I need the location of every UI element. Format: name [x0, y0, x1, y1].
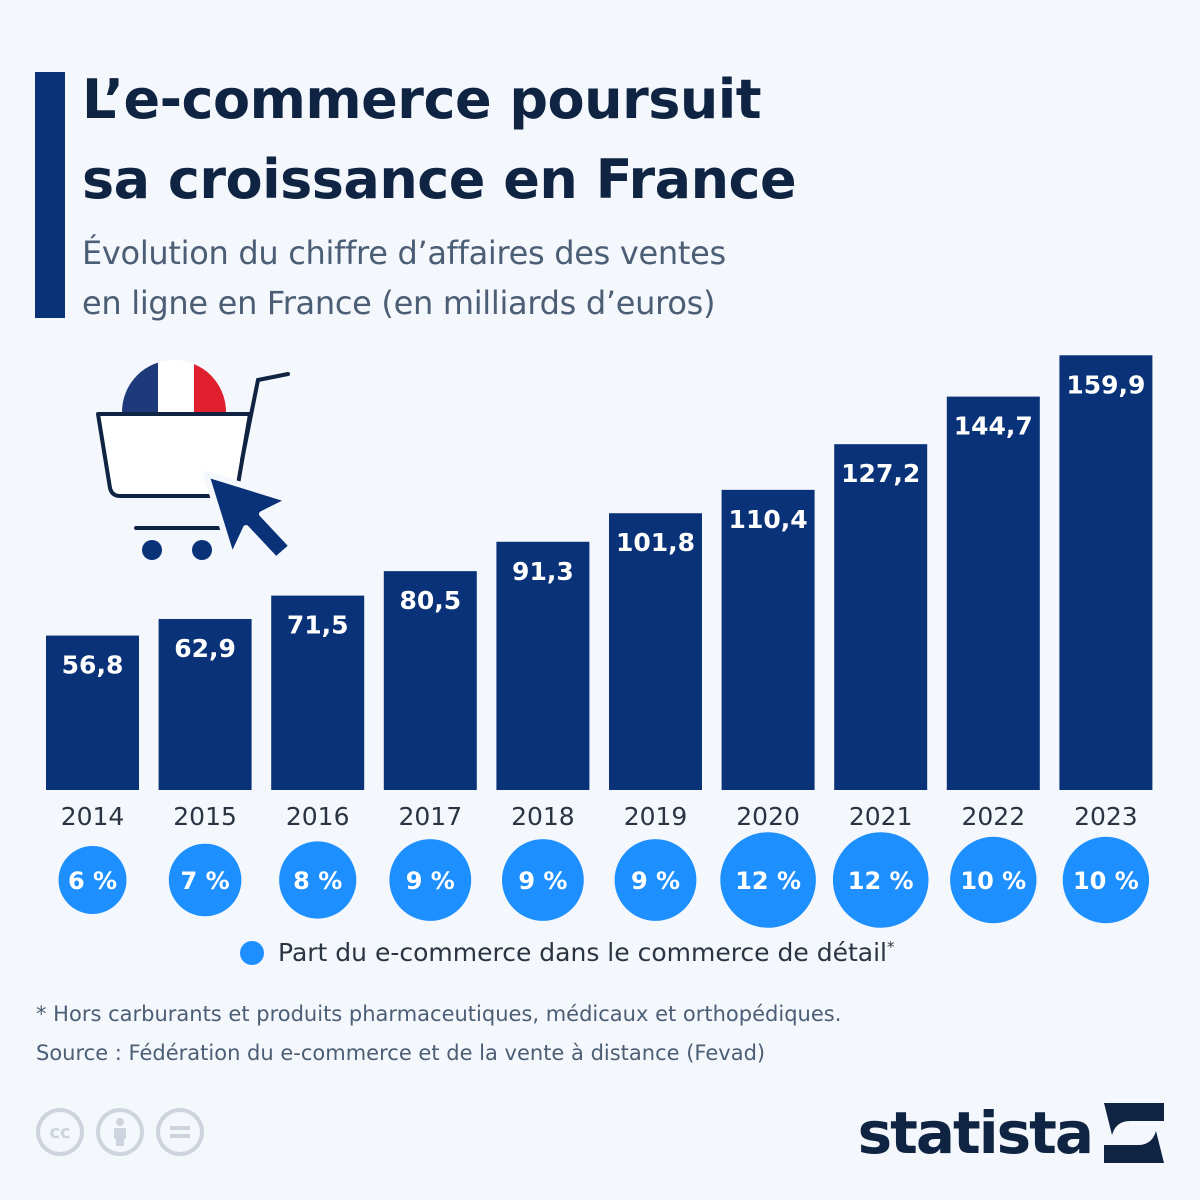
bar-value-label: 80,5 — [399, 586, 461, 615]
bar-value-label: 110,4 — [729, 505, 808, 534]
x-tick-label: 2023 — [1074, 802, 1138, 831]
bar-2015 — [158, 618, 252, 790]
chart-title: L’e-commerce poursuit sa croissance en F… — [82, 60, 1082, 220]
attribution-icon — [96, 1108, 144, 1156]
france-flag-icon — [122, 360, 226, 412]
bar-2017 — [383, 571, 477, 790]
subtitle-line-1: Évolution du chiffre d’affaires des vent… — [82, 234, 726, 272]
x-tick-label: 2018 — [511, 802, 575, 831]
x-tick-label: 2019 — [624, 802, 688, 831]
source: Source : Fédération du e-commerce et de … — [36, 1041, 766, 1065]
title-line-1: L’e-commerce poursuit — [82, 68, 762, 131]
bar-2022 — [946, 396, 1040, 790]
bar-value-label: 71,5 — [287, 611, 349, 640]
x-tick-label: 2015 — [173, 802, 237, 831]
legend-label: Part du e-commerce dans le commerce de d… — [278, 938, 894, 967]
bar-value-label: 62,9 — [174, 634, 236, 663]
share-bubble — [614, 839, 697, 921]
bar-2021 — [834, 444, 928, 790]
x-tick-label: 2021 — [849, 802, 913, 831]
legend-text: Part du e-commerce dans le commerce de d… — [278, 938, 887, 967]
bar-value-label: 159,9 — [1066, 370, 1145, 399]
share-bubble — [58, 846, 127, 914]
share-bubble-label: 10 % — [1073, 867, 1139, 895]
bar-value-label: 56,8 — [62, 651, 124, 680]
statista-logo: statista — [858, 1098, 1164, 1168]
bar-value-label: 91,3 — [512, 557, 574, 586]
bar-value-label: 127,2 — [841, 459, 920, 488]
share-bubble-label: 8 % — [293, 867, 342, 895]
bar-2020 — [721, 489, 815, 790]
bar-value-label: 101,8 — [616, 528, 695, 557]
chart-subtitle: Évolution du chiffre d’affaires des vent… — [82, 228, 1082, 328]
legend-footnote-marker: * — [886, 938, 895, 956]
license-icons: cc — [36, 1108, 204, 1156]
share-bubble-label: 9 % — [631, 867, 680, 895]
bar-2016 — [271, 595, 365, 790]
share-bubble — [1062, 836, 1150, 924]
share-bubble — [168, 843, 242, 917]
share-bubble-label: 10 % — [960, 867, 1026, 895]
share-bubble — [950, 836, 1037, 924]
share-bubble-label: 6 % — [68, 867, 117, 895]
share-bubble-label: 12 % — [848, 867, 914, 895]
x-tick-label: 2014 — [61, 802, 125, 831]
statista-mark-icon — [1104, 1103, 1164, 1163]
title-accent-bar — [35, 72, 65, 318]
share-bubble-label: 9 % — [518, 867, 567, 895]
share-bubble-label: 9 % — [406, 867, 455, 895]
share-bubble — [502, 839, 584, 921]
footnote: * Hors carburants et produits pharmaceut… — [36, 1002, 842, 1026]
legend-dot — [240, 940, 264, 965]
share-bubble — [832, 832, 929, 928]
share-bubble-label: 7 % — [181, 867, 230, 895]
bar-value-label: 144,7 — [954, 412, 1033, 441]
bar-2019 — [609, 513, 702, 790]
x-tick-label: 2022 — [961, 802, 1025, 831]
share-bubble — [720, 832, 816, 928]
cc-icon: cc — [36, 1108, 84, 1156]
title-line-2: sa croissance en France — [82, 148, 797, 211]
bar-2014 — [46, 635, 139, 790]
share-bubble — [279, 841, 357, 919]
bar-chart: 56,8 2014 6 % 62,9 2015 7 % 71,5 2016 8 % 80,5 201… — [46, 355, 1153, 928]
share-bubble-label: 12 % — [735, 867, 801, 895]
share-bubble — [389, 839, 472, 921]
subtitle-line-2: en ligne en France (en milliards d’euros… — [82, 284, 716, 322]
bar-2018 — [496, 541, 590, 790]
no-derivatives-icon — [156, 1108, 204, 1156]
brand-name: statista — [857, 1099, 1094, 1167]
legend: Part du e-commerce dans le commerce de d… — [240, 938, 894, 967]
x-tick-label: 2016 — [286, 802, 350, 831]
shopping-cart-icon — [96, 360, 295, 563]
x-tick-label: 2020 — [736, 802, 800, 831]
x-tick-label: 2017 — [398, 802, 462, 831]
bar-2023 — [1059, 355, 1153, 790]
